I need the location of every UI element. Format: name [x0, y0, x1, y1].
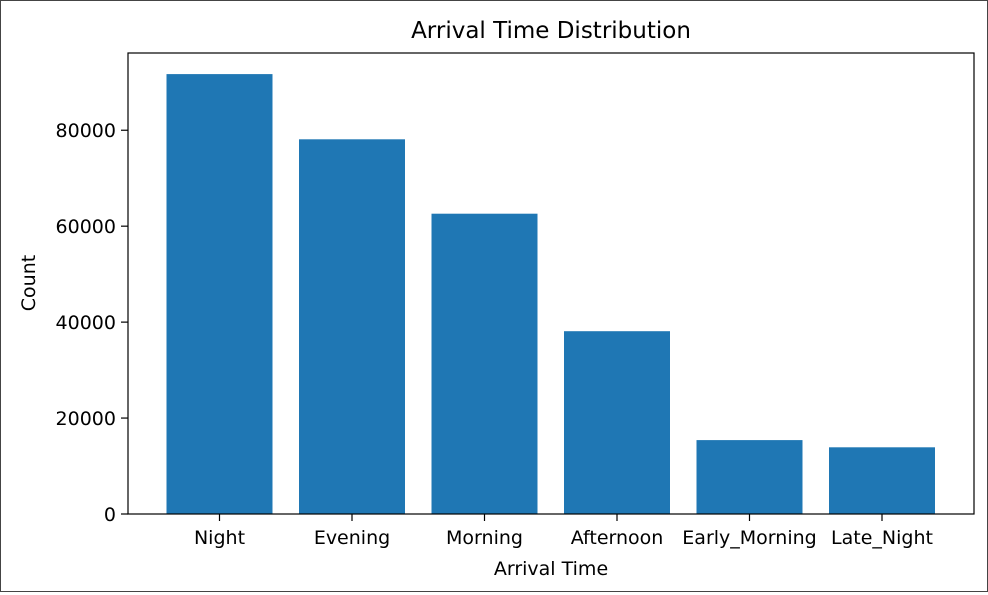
x-tick-label-evening: Evening	[314, 527, 390, 549]
bar-afternoon	[564, 331, 670, 514]
y-axis-label: Count	[18, 255, 40, 311]
plot-area-border	[127, 52, 975, 515]
bar-morning	[431, 213, 538, 514]
y-tick-label: 0	[104, 504, 116, 526]
y-axis: 0 20000 40000 60000 80000	[56, 120, 128, 526]
x-axis-label: Arrival Time	[494, 558, 608, 580]
x-tick-label-afternoon: Afternoon	[571, 527, 664, 549]
x-tick-label-night: Night	[194, 527, 245, 549]
y-tick-label: 60000	[56, 216, 116, 238]
y-tick-label: 40000	[56, 312, 116, 334]
bars-layer	[166, 74, 935, 515]
x-tick-label-morning: Morning	[446, 527, 523, 549]
x-tick-label-early-morning: Early_Morning	[682, 527, 816, 549]
bar-early-morning	[696, 440, 803, 514]
bar-evening	[299, 139, 405, 515]
x-axis: Night Evening Morning Afternoon Early_Mornin…	[194, 514, 933, 549]
y-tick-label: 80000	[56, 120, 116, 142]
x-tick-label-late-night: Late_Night	[831, 527, 933, 549]
chart-title: Arrival Time Distribution	[411, 18, 691, 44]
bar-night	[166, 74, 273, 514]
y-tick-label: 20000	[56, 408, 116, 430]
bar-late-night	[829, 447, 935, 514]
